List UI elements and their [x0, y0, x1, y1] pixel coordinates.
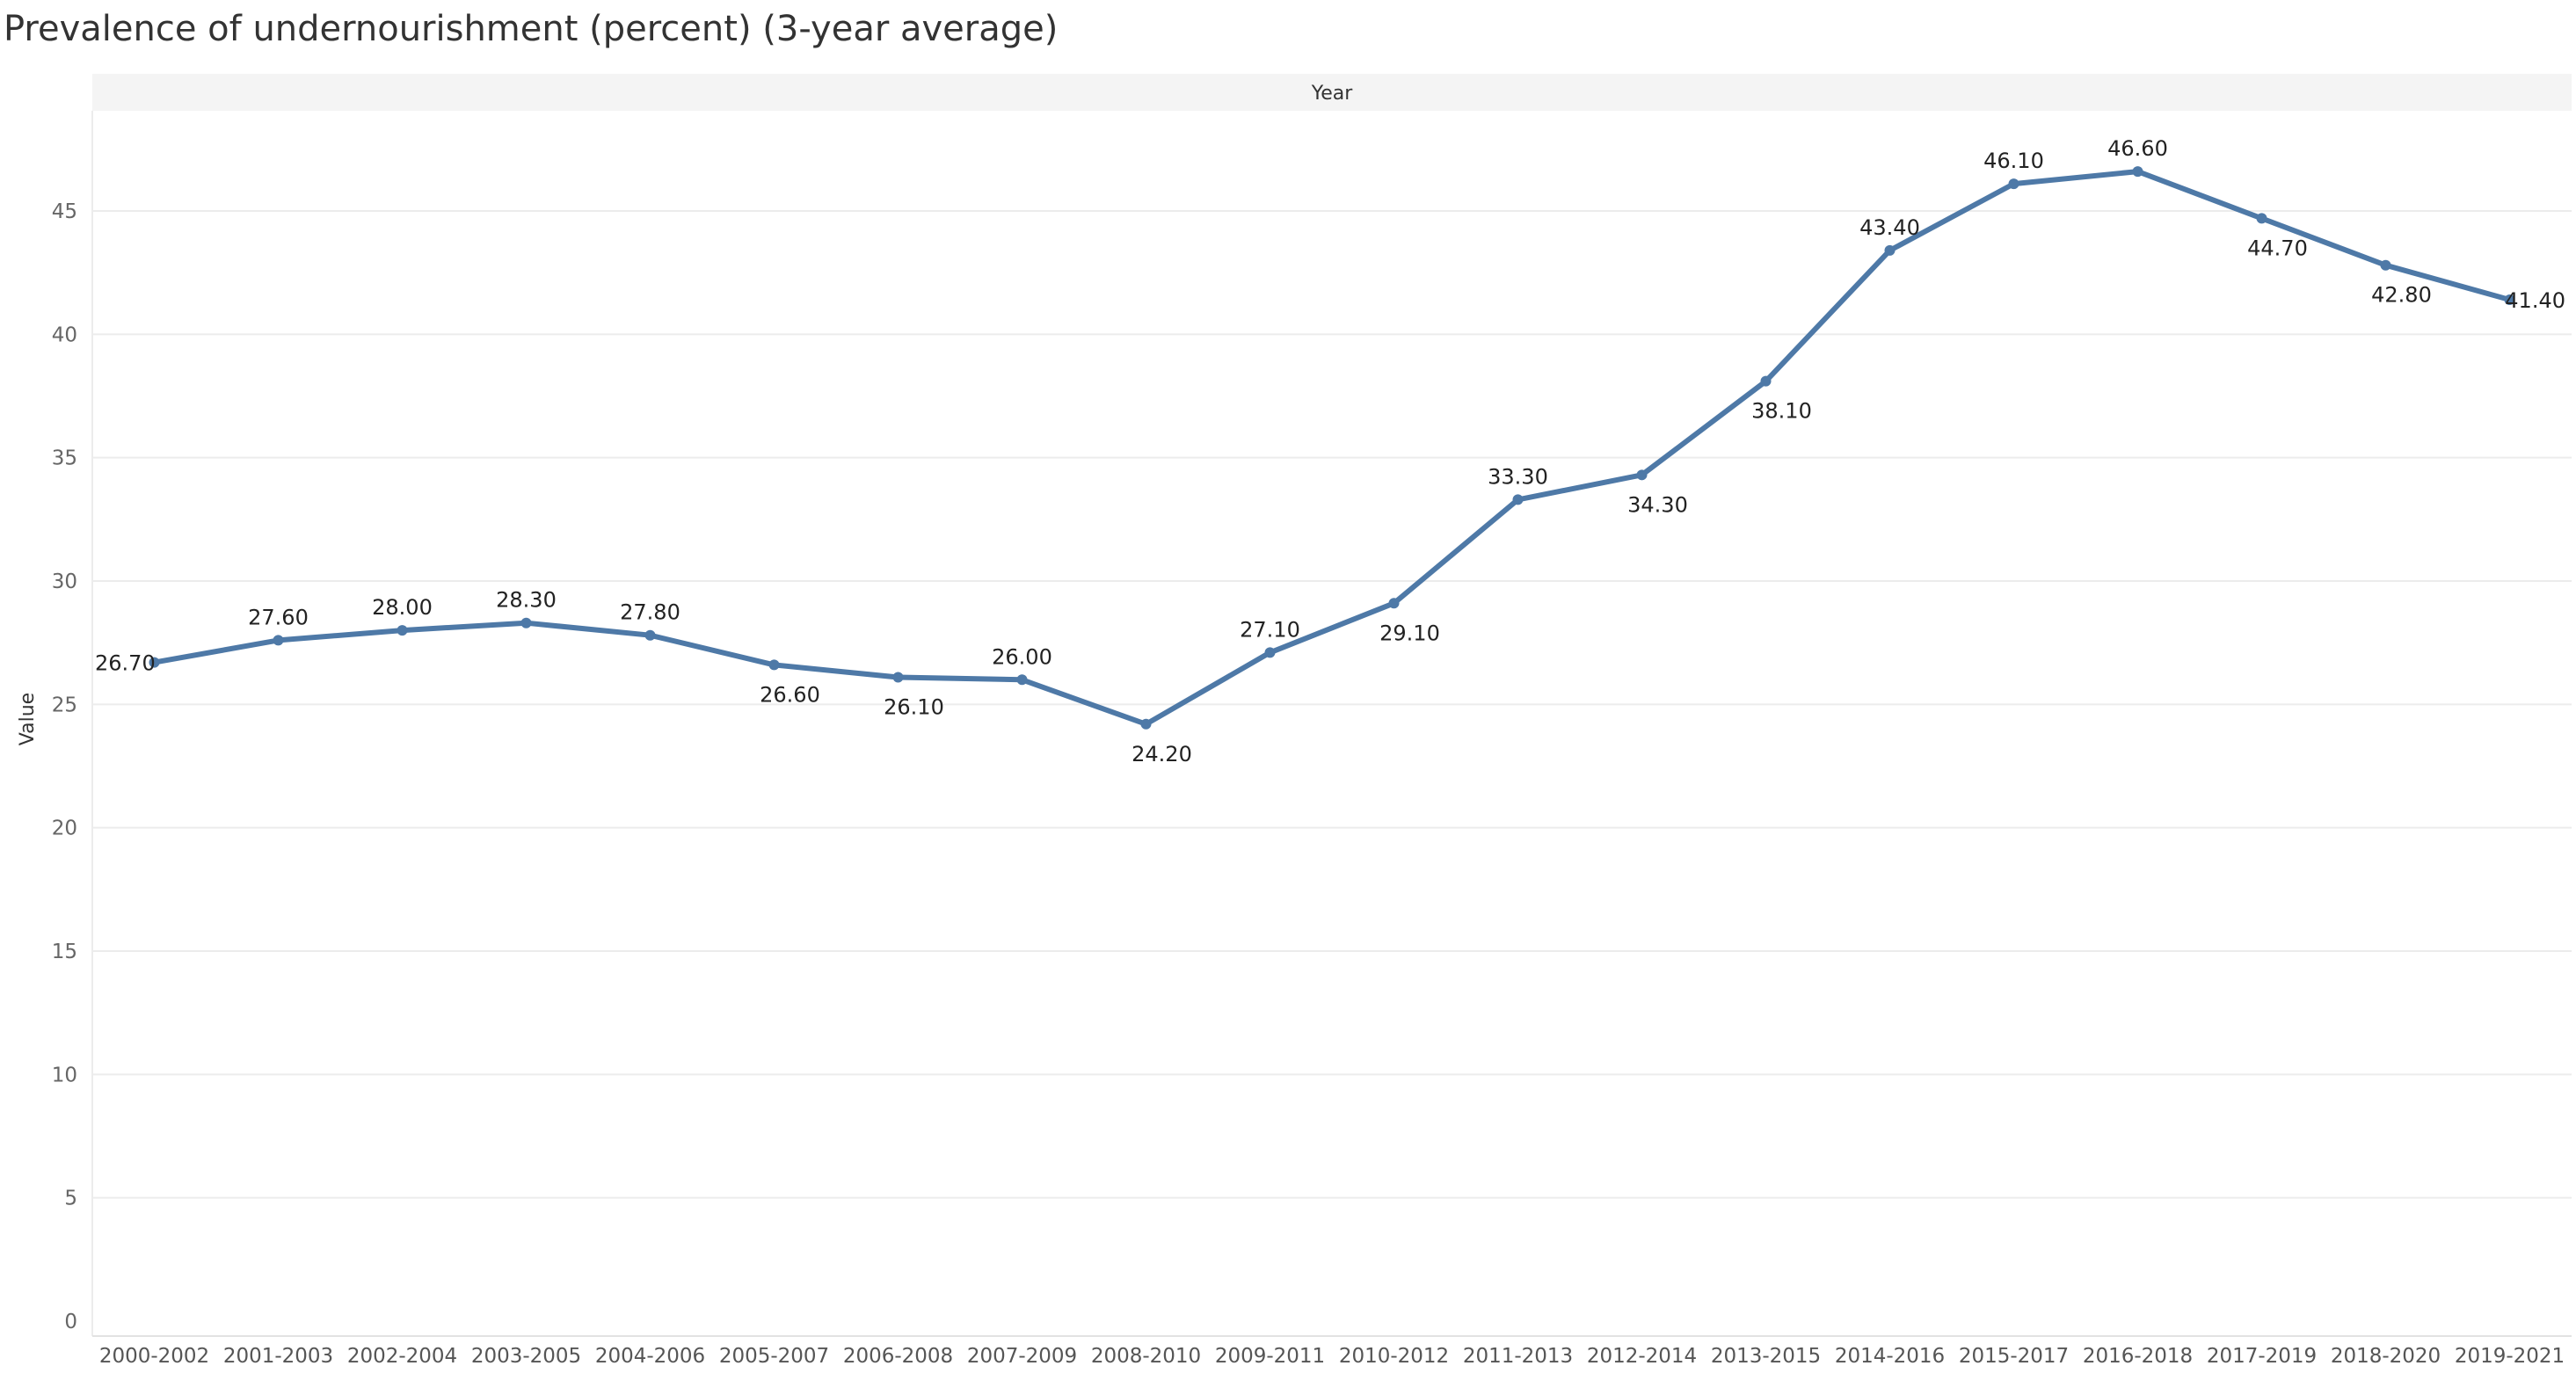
- data-point: [1388, 598, 1400, 609]
- x-tick-label: 2012-2014: [1587, 1345, 1697, 1368]
- x-tick-label: 2015-2017: [1959, 1345, 2069, 1368]
- x-tick-label: 2018-2020: [2331, 1345, 2441, 1368]
- chart-title: Prevalence of undernourishment (percent)…: [4, 9, 1059, 49]
- y-axis-label: Value: [17, 693, 39, 745]
- series-line: [151, 169, 2513, 727]
- x-tick-label: 2017-2019: [2207, 1345, 2317, 1368]
- x-tick-label: 2016-2018: [2083, 1345, 2193, 1368]
- x-tick-label: 2002-2004: [347, 1345, 457, 1368]
- data-label: 28.30: [496, 588, 557, 613]
- data-label: 27.80: [620, 600, 680, 625]
- data-label: 29.10: [1379, 621, 1440, 645]
- data-point: [1264, 647, 1276, 658]
- header-band: [92, 74, 2572, 111]
- x-tick-label: 2008-2010: [1091, 1345, 1201, 1368]
- series-line-group: [151, 169, 2513, 727]
- data-point: [2256, 213, 2267, 224]
- data-label: 27.60: [248, 605, 309, 629]
- x-tick-label: 2009-2011: [1215, 1345, 1325, 1368]
- data-point: [520, 617, 532, 628]
- data-point: [1016, 674, 1028, 686]
- data-point: [1512, 494, 1524, 505]
- x-tick-label: 2013-2015: [1711, 1345, 1821, 1368]
- x-tick-label: 2003-2005: [471, 1345, 581, 1368]
- y-tick-label: 20: [52, 817, 77, 840]
- y-tick-label: 25: [52, 694, 77, 716]
- data-point: [1140, 718, 1152, 730]
- y-tick-label: 5: [64, 1188, 77, 1210]
- data-label: 34.30: [1627, 492, 1688, 517]
- x-tick-label: 2005-2007: [719, 1345, 829, 1368]
- data-label: 46.60: [2107, 136, 2168, 161]
- data-label: 38.10: [1751, 399, 1812, 424]
- x-tick-label: 2010-2012: [1339, 1345, 1449, 1368]
- data-label: 28.00: [372, 595, 433, 620]
- x-tick-label: 2007-2009: [967, 1345, 1077, 1368]
- data-label: 26.60: [760, 682, 820, 707]
- data-label: 24.20: [1132, 742, 1192, 766]
- data-point: [644, 629, 656, 641]
- data-point: [397, 625, 408, 636]
- y-axis-ticks: 0 5 10 15 20 25 30 35 40 45: [52, 200, 77, 1333]
- data-labels: 26.70 27.60 28.00 28.30 27.80 26.60 26.10 26.00…: [95, 136, 2565, 766]
- data-point: [2008, 178, 2019, 190]
- x-tick-label: 2006-2008: [843, 1345, 953, 1368]
- data-label: 41.40: [2505, 288, 2565, 313]
- data-point: [1760, 375, 1772, 387]
- data-label: 26.00: [992, 644, 1052, 669]
- data-label: 27.10: [1240, 617, 1300, 642]
- data-label: 44.70: [2247, 236, 2308, 260]
- data-label: 43.40: [1859, 215, 1920, 240]
- y-tick-label: 35: [52, 447, 77, 470]
- data-point: [1884, 244, 1896, 256]
- grid-lines: [91, 111, 2572, 1337]
- data-point: [768, 659, 780, 671]
- data-point: [892, 672, 904, 683]
- data-point: [273, 635, 284, 646]
- data-label: 33.30: [1488, 464, 1548, 489]
- y-tick-label: 45: [52, 200, 77, 223]
- data-point: [2504, 294, 2515, 306]
- y-tick-label: 30: [52, 570, 77, 593]
- data-label: 26.70: [95, 651, 156, 676]
- data-label: 42.80: [2371, 283, 2432, 308]
- data-points: [149, 166, 2515, 730]
- y-tick-label: 0: [64, 1311, 77, 1333]
- data-point: [2132, 166, 2143, 178]
- y-tick-label: 40: [52, 323, 77, 346]
- data-point: [2380, 259, 2391, 271]
- x-axis-ticks: 2000-2002 2001-2003 2002-2004 2003-2005 2004…: [99, 1345, 2565, 1368]
- x-tick-label: 2000-2002: [99, 1345, 209, 1368]
- data-label: 26.10: [884, 694, 944, 719]
- data-point: [1636, 469, 1648, 481]
- y-tick-label: 15: [52, 941, 77, 963]
- x-tick-label: 2014-2016: [1835, 1345, 1945, 1368]
- data-point: [149, 657, 160, 668]
- header-label: Year: [1311, 83, 1354, 105]
- x-tick-label: 2019-2021: [2455, 1345, 2565, 1368]
- x-tick-label: 2011-2013: [1463, 1345, 1573, 1368]
- data-label: 46.10: [1983, 149, 2044, 173]
- y-tick-label: 10: [52, 1064, 77, 1086]
- x-tick-label: 2001-2003: [223, 1345, 333, 1368]
- x-tick-label: 2004-2006: [595, 1345, 705, 1368]
